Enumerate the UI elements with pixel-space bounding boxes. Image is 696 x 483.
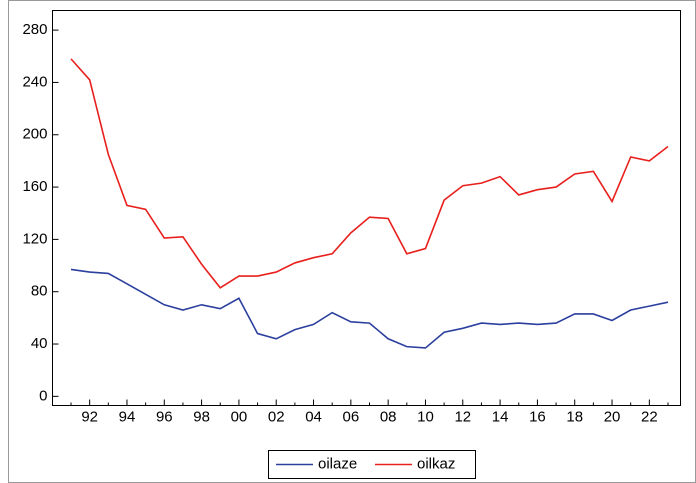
- x-tick-label: 10: [417, 408, 434, 425]
- y-tick-label: 80: [31, 283, 48, 300]
- x-tick-label: 22: [641, 408, 658, 425]
- x-tick-label: 02: [268, 408, 285, 425]
- legend-label: oilkaz: [417, 455, 455, 472]
- x-tick-label: 92: [81, 408, 98, 425]
- legend-label: oilaze: [318, 455, 357, 472]
- x-tick-label: 14: [492, 408, 509, 425]
- x-tick-label: 94: [119, 408, 136, 425]
- y-tick-label: 120: [22, 230, 47, 247]
- x-tick-label: 08: [380, 408, 397, 425]
- x-tick-label: 06: [343, 408, 360, 425]
- x-tick-label: 98: [193, 408, 210, 425]
- y-tick-label: 0: [39, 387, 47, 404]
- y-tick-label: 240: [22, 73, 47, 90]
- x-tick-label: 20: [604, 408, 621, 425]
- y-tick-label: 280: [22, 21, 47, 38]
- x-tick-label: 16: [529, 408, 546, 425]
- series-line: [70, 58, 669, 289]
- x-tick-label: 00: [231, 408, 248, 425]
- y-tick-label: 40: [31, 335, 48, 352]
- x-tick-label: 18: [566, 408, 583, 425]
- legend-box: [268, 450, 476, 479]
- plot-frame: [52, 10, 681, 406]
- x-tick-label: 04: [305, 408, 322, 425]
- y-tick-label: 200: [22, 126, 47, 143]
- x-tick-label: 96: [156, 408, 173, 425]
- x-tick-label: 12: [454, 408, 471, 425]
- y-tick-label: 160: [22, 178, 47, 195]
- series-line: [70, 268, 669, 349]
